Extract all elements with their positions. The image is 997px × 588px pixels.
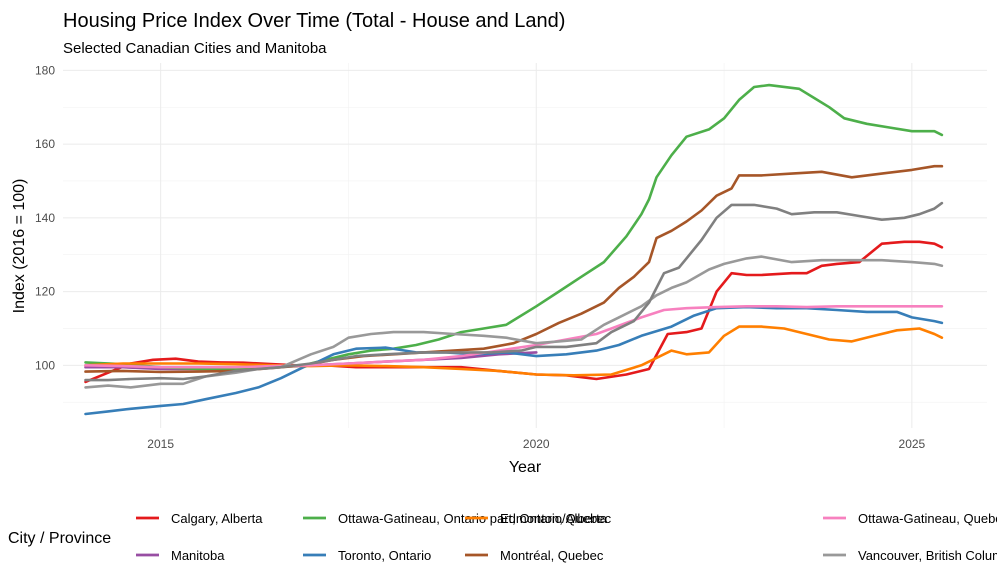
x-tick-label: 2015	[147, 437, 174, 451]
series-line	[84, 83, 944, 371]
series-lines	[84, 83, 944, 416]
legend-label: Vancouver, British Columbia	[858, 548, 997, 563]
legend-label: Edmonton, Alberta	[500, 511, 608, 526]
y-tick-label: 120	[35, 285, 55, 299]
x-tick-label: 2020	[523, 437, 550, 451]
y-axis-title: Index (2016 = 100)	[11, 179, 28, 314]
legend-label: Montréal, Quebec	[500, 548, 604, 563]
y-tick-label: 180	[35, 63, 55, 77]
y-tick-label: 160	[35, 137, 55, 151]
chart-title: Housing Price Index Over Time (Total - H…	[63, 10, 565, 32]
series-line	[84, 240, 944, 384]
series-line	[84, 305, 944, 369]
legend-label: Calgary, Alberta	[171, 511, 263, 526]
chart-subtitle: Selected Canadian Cities and Manitoba	[63, 40, 327, 57]
series-line	[84, 305, 944, 416]
legend-label: Toronto, Ontario	[338, 548, 431, 563]
y-tick-labels: 100 120 140 160 180	[35, 63, 55, 372]
y-tick-label: 140	[35, 211, 55, 225]
legend: Calgary, Alberta Manitoba Ottawa-Gatineau,…	[136, 511, 997, 563]
x-axis-title: Year	[509, 459, 542, 476]
x-tick-label: 2025	[899, 437, 926, 451]
series-line	[84, 255, 944, 389]
legend-label: Manitoba	[171, 548, 225, 563]
legend-label: Ottawa-Gatineau, Quebec part, Ontario/Qu…	[858, 511, 997, 526]
legend-title: City / Province	[8, 530, 111, 547]
x-tick-labels: 2015 2020 2025	[147, 437, 925, 451]
series-line	[84, 201, 944, 382]
y-tick-label: 100	[35, 358, 55, 372]
